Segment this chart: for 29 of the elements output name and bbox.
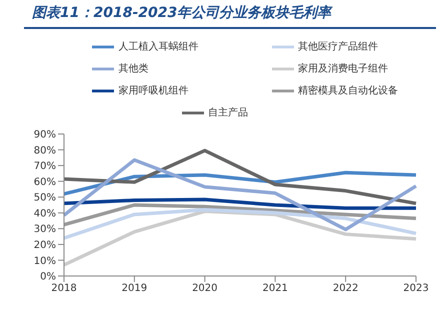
line-series [62, 203, 418, 226]
y-tick-label: 50% [34, 192, 56, 204]
y-tick-label: 30% [34, 224, 56, 236]
x-tick-label: 2019 [122, 283, 148, 294]
legend-label: 其他医疗产品组件 [298, 42, 378, 53]
chart-title: 图表11：2018-2023年公司分业务板块毛利率 [32, 4, 332, 22]
legend-label: 其他类 [118, 64, 148, 75]
y-tick-label: 10% [34, 256, 56, 267]
x-tick-label: 2020 [192, 283, 218, 294]
y-tick-label: 70% [34, 161, 56, 172]
x-tick-label: 2023 [403, 283, 429, 294]
line-series [62, 158, 418, 232]
y-tick-label: 20% [34, 240, 56, 251]
legend-label: 家用呼吸机组件 [118, 86, 188, 97]
y-tick-label: 40% [34, 208, 56, 220]
y-tick-label: 60% [34, 176, 56, 188]
x-tick-label: 2021 [262, 283, 288, 294]
line-series [62, 198, 418, 210]
y-tick-label: 80% [34, 145, 56, 156]
x-tick-label: 2018 [51, 283, 77, 294]
y-tick-label: 0% [40, 272, 56, 283]
line-series [62, 208, 418, 240]
legend-label: 人工植入耳蜗组件 [118, 42, 198, 53]
legend-label: 自主产品 [208, 108, 248, 119]
legend-label: 家用及消费电子组件 [298, 64, 388, 75]
line-series [62, 148, 418, 206]
legend-label: 精密模具及自动化设备 [298, 86, 398, 97]
x-tick-label: 2022 [332, 283, 358, 294]
y-tick-label: 90% [34, 130, 56, 141]
